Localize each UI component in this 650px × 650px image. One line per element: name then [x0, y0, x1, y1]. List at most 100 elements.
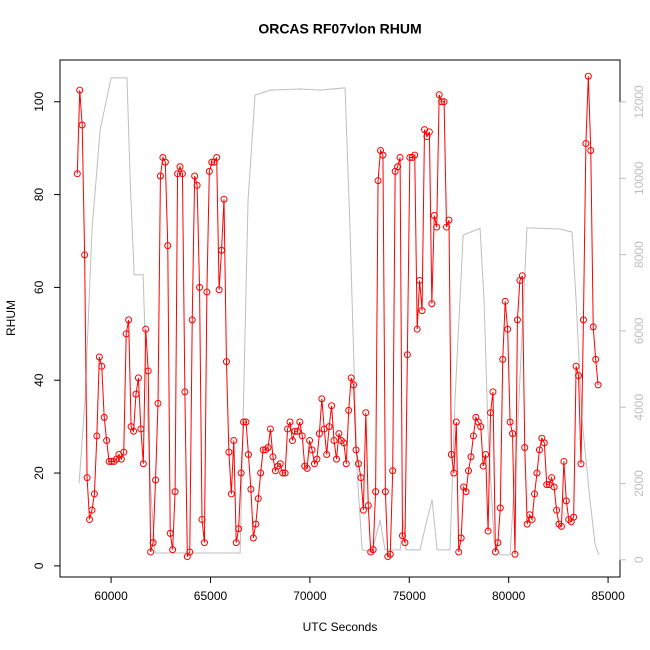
data-point [169, 546, 177, 554]
data-point [227, 490, 235, 498]
y2-tick-label: 8000 [632, 241, 646, 268]
y-tick-label: 100 [32, 91, 46, 111]
data-point [178, 170, 186, 178]
data-point [386, 550, 394, 558]
data-point [81, 251, 89, 259]
data-point [528, 515, 536, 523]
y2-tick-label: 6000 [632, 317, 646, 344]
data-point [98, 362, 106, 370]
data-point [73, 170, 81, 178]
data-point [308, 446, 316, 454]
data-point [335, 430, 343, 438]
data-point [242, 418, 250, 426]
data-point [269, 453, 277, 461]
data-point [188, 316, 196, 324]
data-point [281, 469, 289, 477]
data-point [467, 453, 475, 461]
y2-tick-label: 12000 [632, 85, 646, 119]
data-point [465, 467, 473, 475]
data-point [535, 446, 543, 454]
data-point [350, 381, 358, 389]
data-point [399, 532, 407, 540]
data-point [506, 418, 514, 426]
data-point [161, 158, 169, 166]
data-point [562, 497, 570, 505]
data-point [215, 286, 223, 294]
data-point [389, 467, 397, 475]
data-point [144, 367, 152, 375]
data-point [531, 490, 539, 498]
data-point [193, 181, 201, 189]
data-point [122, 330, 130, 338]
data-point [303, 464, 311, 472]
y-tick-label: 0 [32, 562, 46, 569]
data-point [200, 539, 208, 547]
y2-tick-label: 2000 [632, 470, 646, 497]
data-point [225, 448, 233, 456]
data-point [323, 450, 331, 458]
data-point [337, 437, 345, 445]
data-point [291, 427, 299, 435]
x-tick-label: 70000 [293, 589, 327, 603]
data-point [332, 455, 340, 463]
data-point [411, 151, 419, 159]
data-point [130, 427, 138, 435]
data-point [120, 448, 128, 456]
data-point [352, 446, 360, 454]
data-point [367, 548, 375, 556]
data-point [372, 488, 380, 496]
data-point [587, 146, 595, 154]
data-point [379, 151, 387, 159]
x-tick-label: 75000 [393, 589, 427, 603]
data-point [203, 288, 211, 296]
data-point [296, 418, 304, 426]
data-point [218, 246, 226, 254]
data-point [318, 395, 326, 403]
data-point [103, 437, 111, 445]
data-point [408, 153, 416, 161]
data-point [425, 128, 433, 136]
data-point [457, 534, 465, 542]
data-point [313, 455, 321, 463]
data-point [381, 488, 389, 496]
data-point [430, 211, 438, 219]
data-point [555, 520, 563, 528]
x-tick-label: 60000 [94, 589, 128, 603]
data-point [577, 460, 585, 468]
data-point [418, 307, 426, 315]
data-point [230, 437, 238, 445]
data-point [274, 462, 282, 470]
data-point [504, 325, 512, 333]
data-point [257, 469, 265, 477]
data-point [249, 534, 257, 542]
data-point [482, 450, 490, 458]
data-point [579, 316, 587, 324]
data-point [264, 444, 272, 452]
data-point [147, 548, 155, 556]
data-point [489, 388, 497, 396]
data-point [315, 430, 323, 438]
data-point [154, 399, 162, 407]
data-point [134, 374, 142, 382]
data-point [394, 163, 402, 171]
data-point [523, 520, 531, 528]
data-point [301, 462, 309, 470]
data-point [330, 437, 338, 445]
data-point [205, 167, 213, 175]
data-point [592, 355, 600, 363]
data-point [369, 546, 377, 554]
data-point [284, 425, 292, 433]
data-point [511, 550, 519, 558]
data-point [293, 427, 301, 435]
data-point [570, 513, 578, 521]
data-point [181, 388, 189, 396]
data-point [76, 86, 84, 94]
data-point [110, 457, 118, 465]
data-point [354, 460, 362, 468]
data-point [413, 325, 421, 333]
data-point [306, 437, 314, 445]
data-point [78, 121, 86, 129]
data-point [445, 216, 453, 224]
data-point [509, 430, 517, 438]
